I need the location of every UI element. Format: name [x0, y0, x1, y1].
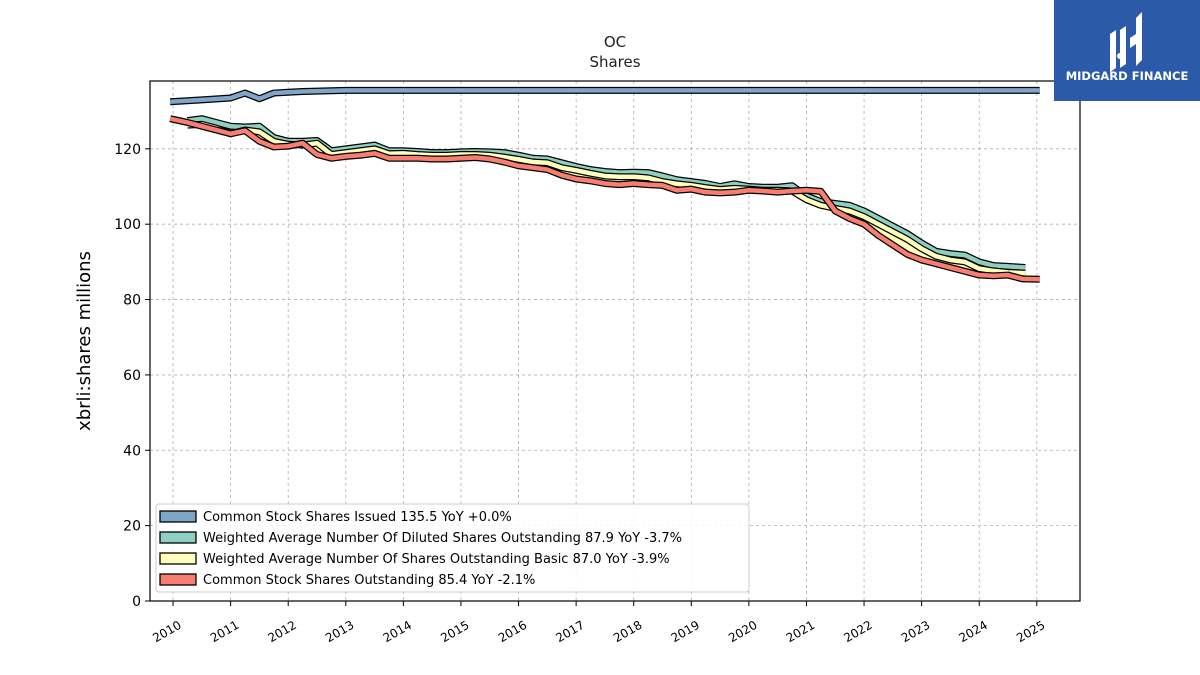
series-line — [187, 122, 1026, 276]
legend-entry: Weighted Average Number Of Shares Outsta… — [203, 552, 670, 567]
legend-entry: Common Stock Shares Outstanding 85.4 YoY… — [203, 573, 535, 588]
y-tick-label: 80 — [123, 293, 141, 309]
chart-subtitle: Shares — [589, 53, 640, 71]
midgard-finance-logo: MIDGARD FINANCE — [1054, 0, 1200, 101]
series-line — [170, 88, 1040, 104]
x-tick-label: 2025 — [1014, 618, 1047, 645]
x-tick-label: 2015 — [438, 618, 471, 645]
x-tick-label: 2021 — [784, 618, 817, 645]
legend: Common Stock Shares Issued 135.5 YoY +0.… — [155, 503, 750, 593]
logo-background — [1054, 0, 1200, 101]
x-tick-label: 2024 — [956, 618, 989, 645]
legend-swatch — [159, 531, 197, 544]
legend-swatch — [159, 552, 197, 565]
plot-frame — [149, 80, 1081, 602]
x-tick-label: 2023 — [899, 618, 932, 645]
x-tick-label: 2014 — [381, 618, 414, 645]
y-tick-label: 0 — [132, 594, 141, 610]
logo-text: MIDGARD FINANCE — [1066, 69, 1189, 83]
legend-box — [155, 503, 750, 593]
legend-swatch — [159, 510, 197, 523]
x-tick-label: 2016 — [496, 618, 529, 645]
y-tick-label: 20 — [123, 519, 141, 535]
x-tick-label: 2017 — [553, 618, 586, 645]
y-axis-label: xbrli:shares millions — [74, 251, 95, 431]
x-tick-label: 2012 — [265, 618, 298, 645]
x-tick-label: 2019 — [669, 618, 702, 645]
chart-title: OC — [604, 33, 626, 51]
x-tick-label: 2022 — [841, 618, 874, 645]
y-tick-label: 40 — [123, 443, 141, 459]
series-line — [169, 116, 1040, 282]
legend-entry: Common Stock Shares Issued 135.5 YoY +0.… — [203, 510, 512, 525]
x-tick-label: 2010 — [150, 618, 183, 645]
x-tick-label: 2013 — [323, 618, 356, 645]
x-tick-label: 2011 — [208, 618, 241, 645]
y-tick-label: 60 — [123, 368, 141, 384]
legend-swatch — [159, 573, 197, 586]
x-tick-label: 2020 — [726, 618, 759, 645]
y-tick-label: 100 — [114, 217, 141, 233]
line-layer — [169, 86, 1040, 283]
y-tick-label: 120 — [114, 142, 141, 158]
legend-entry: Weighted Average Number Of Diluted Share… — [203, 531, 682, 546]
logo-mark-icon — [1110, 12, 1142, 72]
x-tick-label: 2018 — [611, 618, 644, 645]
